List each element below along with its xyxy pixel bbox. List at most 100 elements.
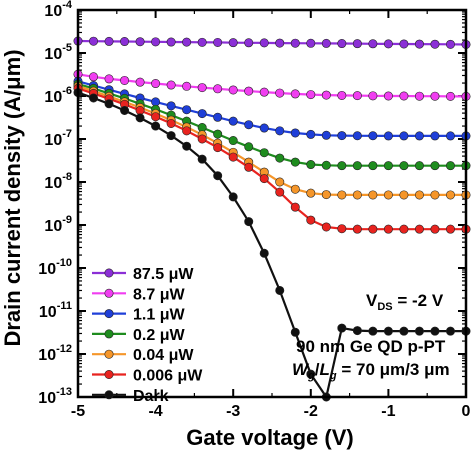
data-point: [198, 83, 206, 91]
data-point: [415, 161, 423, 169]
data-point: [369, 225, 377, 233]
data-point: [245, 163, 253, 171]
data-point: [384, 327, 392, 335]
annotation-vds: VDS = -2 V: [366, 291, 444, 313]
data-point: [307, 160, 315, 168]
data-point: [151, 122, 159, 130]
legend-item: 0.006 μW: [92, 368, 203, 385]
legend-label: 0.2 μW: [133, 327, 185, 344]
data-point: [446, 327, 454, 335]
data-point: [338, 191, 346, 199]
legend-label: 8.7 μW: [133, 286, 185, 303]
data-point: [369, 327, 377, 335]
data-point: [151, 79, 159, 87]
y-tick-label: 10-6: [44, 85, 72, 106]
x-tick-label: -4: [148, 403, 162, 420]
data-point: [260, 39, 268, 47]
data-point: [105, 37, 113, 45]
legend-item: 1.1 μW: [92, 307, 185, 324]
data-point: [400, 191, 408, 199]
data-point: [167, 38, 175, 46]
data-point: [431, 161, 439, 169]
legend-marker: [105, 391, 113, 399]
data-point: [182, 127, 190, 135]
legend-item: 87.5 μW: [92, 266, 194, 283]
legend-label: Dark: [133, 388, 169, 405]
data-point: [245, 217, 253, 225]
data-point: [291, 328, 299, 336]
data-point: [338, 324, 346, 332]
data-point: [446, 161, 454, 169]
data-point: [322, 190, 330, 198]
data-point: [338, 225, 346, 233]
data-point: [400, 132, 408, 140]
data-point: [120, 106, 128, 114]
y-tick-label: 10-10: [38, 257, 72, 278]
data-point: [353, 91, 361, 99]
legend-marker: [105, 289, 113, 297]
data-point: [369, 191, 377, 199]
data-point: [415, 132, 423, 140]
x-tick-label: -2: [304, 403, 318, 420]
x-tick-label: -1: [381, 403, 395, 420]
data-point: [446, 191, 454, 199]
legend-item: 0.04 μW: [92, 347, 194, 364]
data-point: [431, 40, 439, 48]
data-point: [167, 81, 175, 89]
data-point: [431, 92, 439, 100]
data-point: [384, 92, 392, 100]
data-point: [431, 225, 439, 233]
data-point: [276, 127, 284, 135]
y-tick-label: 10-5: [44, 42, 72, 63]
data-point: [322, 223, 330, 231]
data-point: [291, 203, 299, 211]
data-point: [291, 90, 299, 98]
data-point: [120, 37, 128, 45]
data-point: [307, 189, 315, 197]
y-tick-label: 10-4: [44, 0, 72, 20]
data-point: [167, 119, 175, 127]
data-point: [369, 132, 377, 140]
x-axis-title: Gate voltage (V): [186, 425, 353, 450]
data-point: [136, 78, 144, 86]
data-point: [260, 249, 268, 257]
data-point: [276, 154, 284, 162]
data-point: [446, 92, 454, 100]
data-point: [167, 131, 175, 139]
x-tick-label: 0: [462, 403, 471, 420]
data-point: [307, 216, 315, 224]
data-point: [229, 193, 237, 201]
data-point: [446, 225, 454, 233]
data-point: [353, 132, 361, 140]
data-point: [198, 109, 206, 117]
data-point: [182, 82, 190, 90]
y-tick-label: 10-7: [44, 128, 72, 149]
data-point: [291, 129, 299, 137]
data-point: [198, 155, 206, 163]
data-point: [384, 132, 392, 140]
data-point: [245, 39, 253, 47]
data-point: [369, 40, 377, 48]
data-point: [167, 102, 175, 110]
legend-marker: [105, 350, 113, 358]
x-tick-label: -5: [71, 403, 85, 420]
data-point: [338, 131, 346, 139]
data-point: [276, 178, 284, 186]
data-point: [322, 91, 330, 99]
series-line: [78, 74, 466, 96]
data-point: [229, 86, 237, 94]
legend-marker: [105, 309, 113, 317]
legend-marker: [105, 269, 113, 277]
data-point: [415, 40, 423, 48]
data-point: [229, 38, 237, 46]
y-tick-label: 10-8: [44, 171, 72, 192]
data-point: [260, 174, 268, 182]
data-point: [213, 143, 221, 151]
data-point: [400, 40, 408, 48]
data-point: [182, 38, 190, 46]
annotation-dimensions: Wg/Lg = 70 μm/3 μm: [292, 360, 450, 382]
data-point: [415, 327, 423, 335]
data-point: [260, 124, 268, 132]
data-point: [431, 191, 439, 199]
